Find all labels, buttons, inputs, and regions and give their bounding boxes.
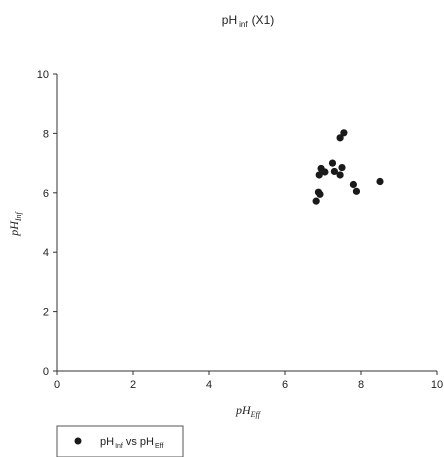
- y-axis-label: pHInf: [7, 210, 23, 236]
- x-tick-label: 4: [206, 379, 212, 391]
- y-axis-label-sub: Inf: [14, 210, 23, 222]
- chart-title-base: pH: [222, 13, 237, 27]
- data-points: [312, 129, 384, 205]
- legend-entry-sub1: Inf: [115, 443, 123, 450]
- data-point: [336, 171, 344, 179]
- x-tick-label: 8: [358, 379, 364, 391]
- data-point: [312, 197, 320, 205]
- data-point: [338, 163, 346, 172]
- legend: pHInf vs pHEff: [56, 425, 184, 457]
- x-ticks: 0 2 4 6 8 10: [54, 371, 443, 391]
- legend-entry-mid: vs pH: [126, 436, 154, 448]
- legend-entry-base: pH: [100, 436, 114, 448]
- x-axis-label-base: pH: [235, 403, 252, 417]
- y-tick-label: 0: [43, 366, 49, 378]
- legend-entry: pHInf vs pHEff: [100, 436, 163, 450]
- y-tick-label: 10: [37, 69, 49, 81]
- legend-marker: [74, 437, 82, 445]
- data-point: [315, 171, 323, 179]
- data-point: [316, 190, 324, 198]
- legend-entry-sub2: Eff: [155, 443, 163, 450]
- data-point: [328, 159, 337, 167]
- x-tick-label: 2: [130, 379, 136, 391]
- x-axis-label: pHEff: [235, 403, 262, 419]
- x-tick-label: 6: [282, 379, 288, 391]
- data-point: [321, 168, 329, 176]
- y-tick-label: 6: [43, 188, 49, 200]
- x-tick-label: 0: [54, 379, 60, 391]
- x-tick-label: 10: [431, 379, 443, 391]
- data-point: [340, 129, 348, 137]
- chart-title-sub: inf: [239, 20, 248, 29]
- data-point: [330, 167, 338, 176]
- data-point: [336, 134, 344, 142]
- data-point: [376, 177, 384, 186]
- chart-title-suffix: (X1): [252, 13, 275, 27]
- y-tick-label: 4: [43, 247, 49, 259]
- data-point: [349, 180, 357, 189]
- y-tick-label: 8: [43, 128, 49, 140]
- chart-title: pH inf (X1): [222, 13, 274, 29]
- x-axis-label-sub: Eff: [250, 410, 262, 419]
- y-axis-label-base: pH: [7, 220, 21, 237]
- y-ticks: 0 2 4 6 8 10: [37, 69, 57, 378]
- y-tick-label: 2: [43, 307, 49, 319]
- data-point: [352, 187, 361, 195]
